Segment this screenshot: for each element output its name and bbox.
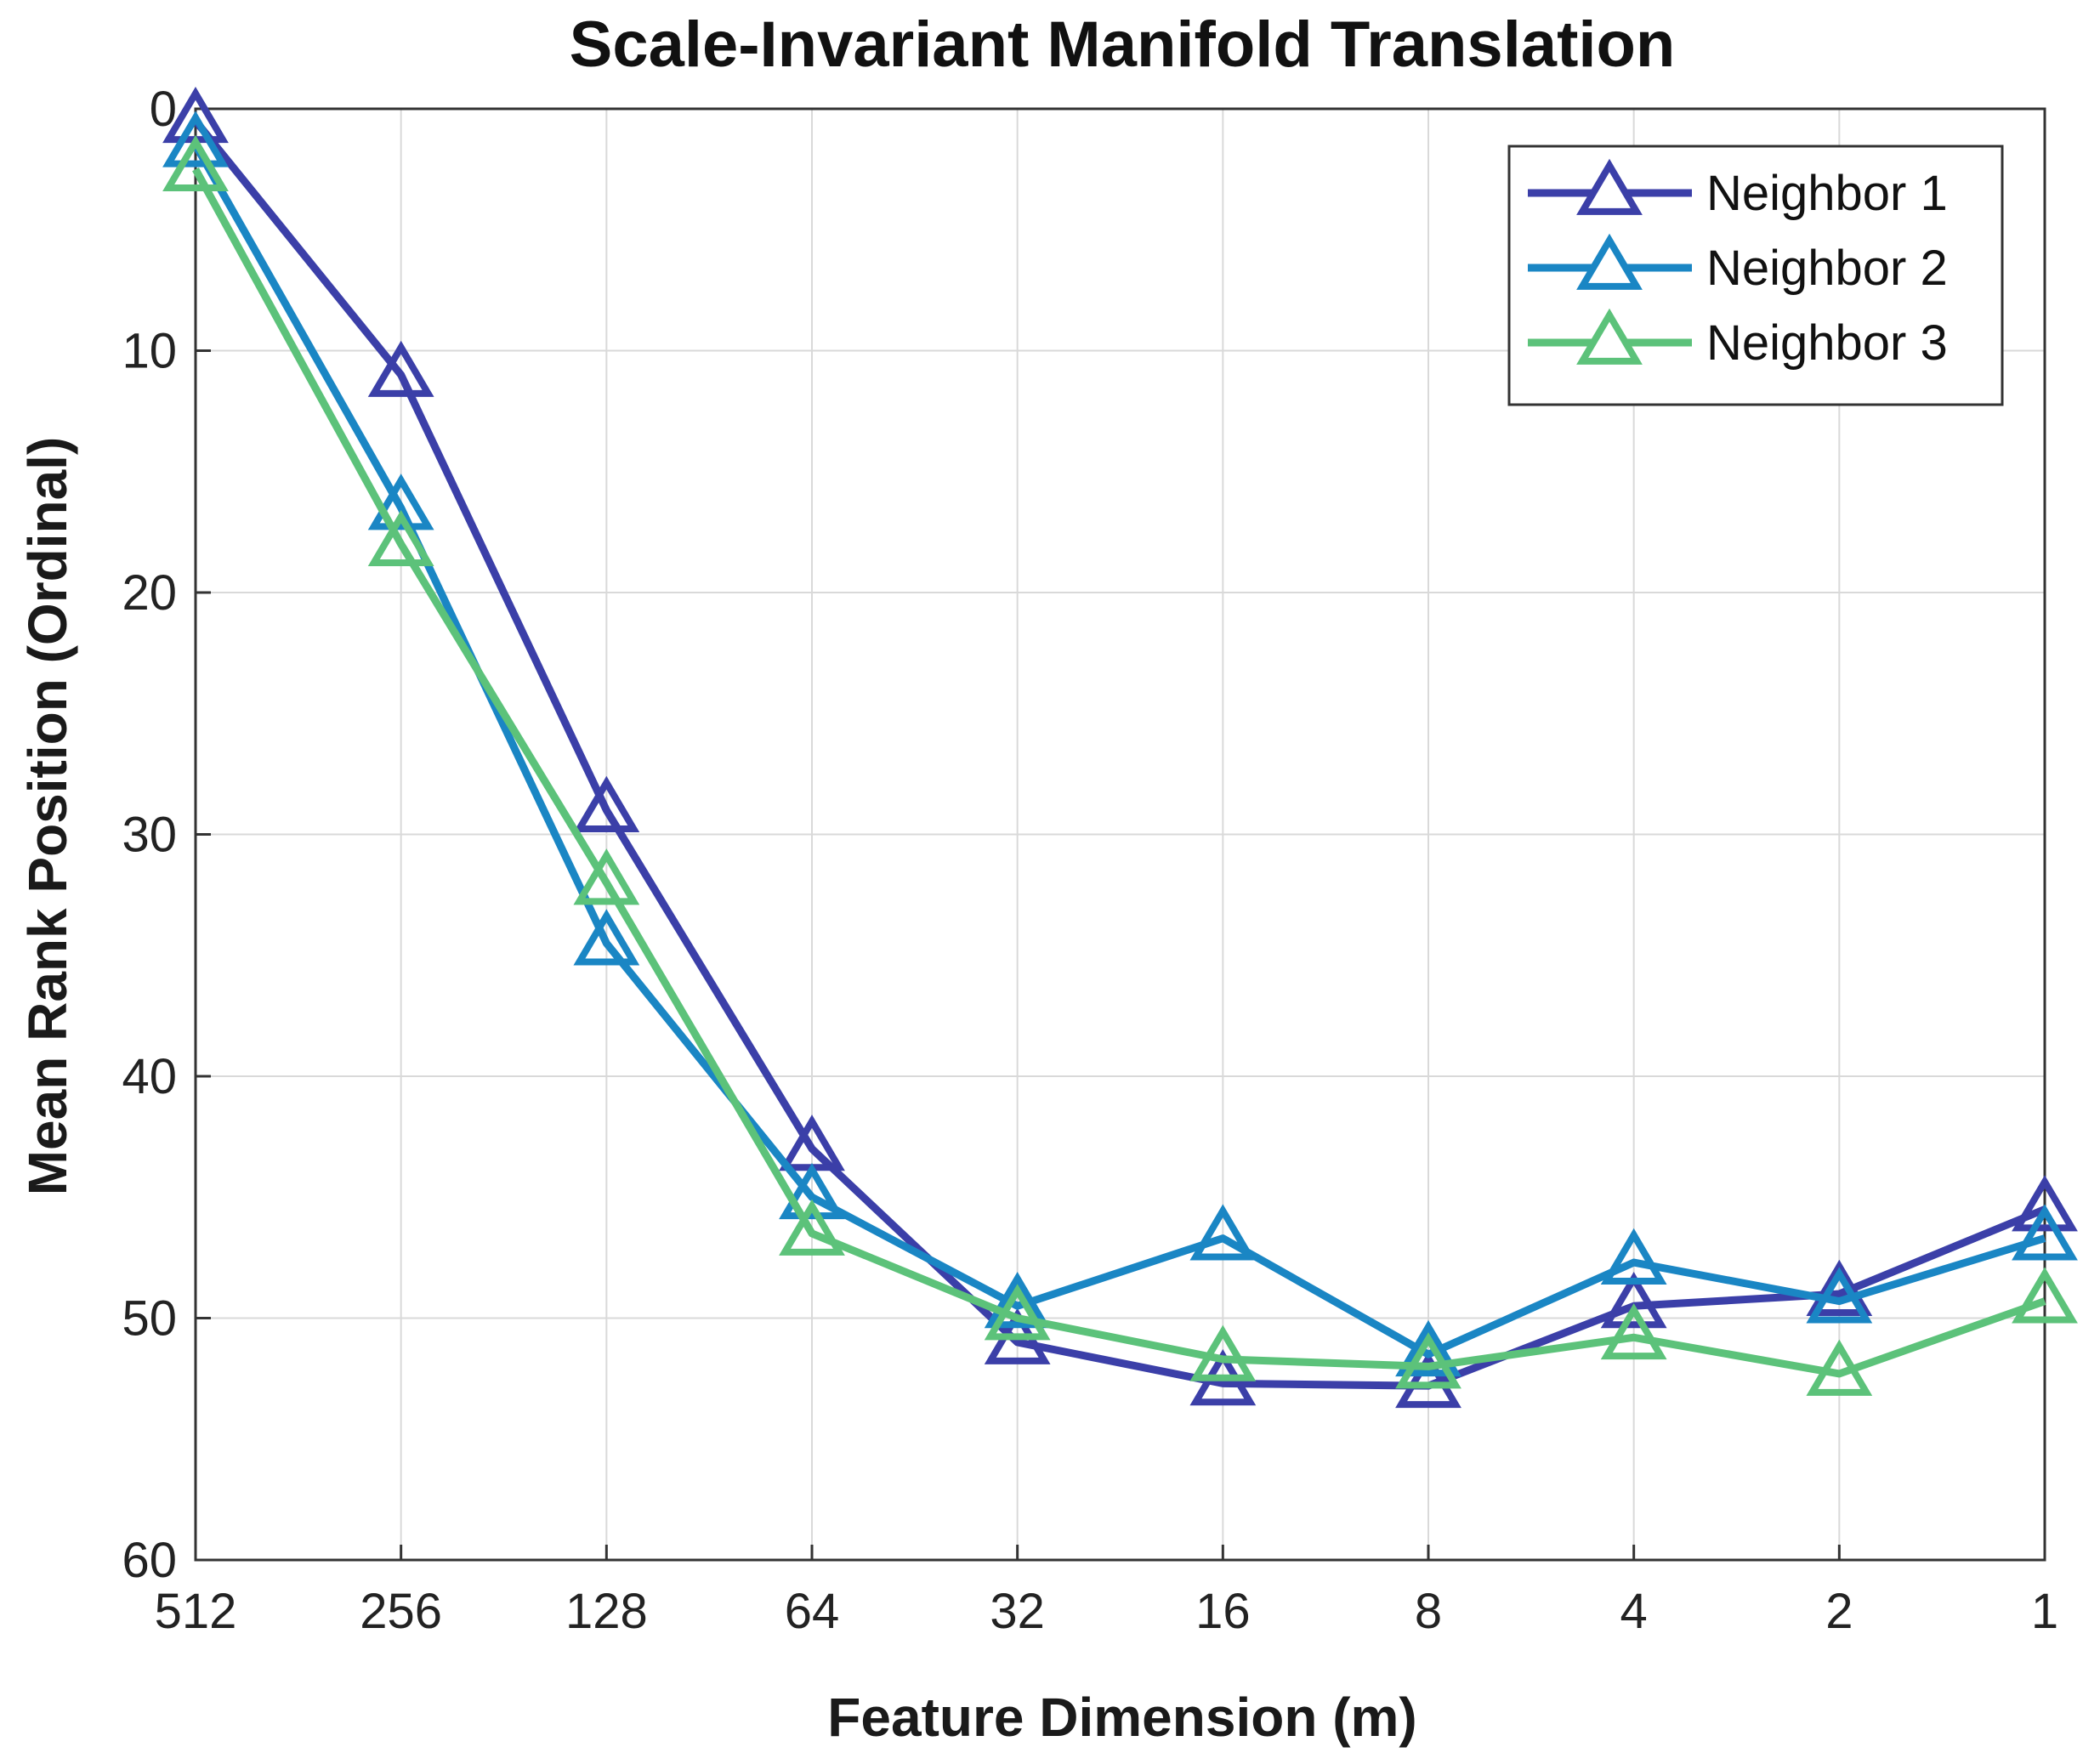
x-axis-label: Feature Dimension (m) — [827, 1687, 1416, 1748]
data-point-marker — [573, 775, 640, 832]
series-line — [192, 167, 2046, 1378]
y-axis-label: Mean Rank Position (Ordinal) — [17, 437, 78, 1196]
chart-title: Scale-Invariant Manifold Translation — [570, 9, 1676, 81]
data-point-marker — [984, 1284, 1051, 1341]
x-tick-label: 1 — [2031, 1584, 2058, 1639]
data-point-marker — [367, 340, 434, 397]
data-point-marker — [1395, 1319, 1461, 1377]
data-point-marker — [573, 909, 640, 966]
series-neighbor-3 — [162, 134, 2078, 1396]
series-neighbor-1 — [162, 86, 2078, 1409]
data-point-marker — [1189, 1204, 1257, 1261]
data-point-marker — [573, 848, 640, 905]
legend-item: Neighbor 1 — [1528, 158, 1948, 221]
series-line — [192, 143, 2046, 1358]
data-point-marker — [2012, 1175, 2078, 1232]
data-point-marker — [1395, 1332, 1461, 1389]
x-tick-label: 8 — [1415, 1584, 1442, 1639]
series-line — [192, 118, 2046, 1390]
data-point-marker — [1806, 1339, 1873, 1396]
legend-marker-icon — [1576, 158, 1643, 215]
x-tick-label: 2 — [1825, 1584, 1853, 1639]
legend-label: Neighbor 2 — [1706, 241, 1948, 296]
x-tick-label: 128 — [565, 1584, 648, 1639]
x-tick-label: 64 — [785, 1584, 840, 1639]
data-point-marker — [2012, 1204, 2078, 1261]
data-point-marker — [367, 509, 434, 567]
legend-label: Neighbor 3 — [1706, 315, 1948, 371]
data-point-marker — [779, 1162, 845, 1220]
legend-marker-icon — [1576, 308, 1643, 365]
legend-marker-icon — [1576, 233, 1643, 290]
y-tick-label: 20 — [122, 565, 177, 621]
legend: Neighbor 1 Neighbor 2 Neighbor 3 — [1507, 145, 2004, 406]
data-point-marker — [984, 1272, 1051, 1329]
series-neighbor-2 — [162, 111, 2078, 1377]
data-point-marker — [1600, 1228, 1667, 1285]
x-tick-label: 256 — [360, 1584, 442, 1639]
y-tick-label: 30 — [122, 808, 177, 863]
series-group — [162, 86, 2078, 1409]
y-tick-label: 50 — [122, 1291, 177, 1347]
x-tick-label: 512 — [155, 1584, 237, 1639]
legend-item: Neighbor 3 — [1528, 308, 1948, 371]
data-point-marker — [1395, 1351, 1461, 1409]
data-point-marker — [162, 111, 229, 167]
data-point-marker — [1806, 1267, 1873, 1324]
data-point-marker — [1600, 1303, 1667, 1360]
data-point-marker — [2012, 1267, 2078, 1324]
y-tick-label: 40 — [122, 1049, 177, 1104]
data-point-marker — [1806, 1259, 1873, 1316]
x-tick-label: 32 — [990, 1584, 1045, 1639]
data-point-marker — [1600, 1272, 1667, 1329]
x-tick-label: 16 — [1195, 1584, 1251, 1639]
y-tick-label: 10 — [122, 324, 177, 379]
data-point-marker — [1189, 1324, 1257, 1381]
legend-item: Neighbor 2 — [1528, 233, 1948, 296]
legend-label: Neighbor 1 — [1706, 166, 1948, 221]
y-tick-label: 60 — [122, 1533, 177, 1588]
data-point-marker — [367, 474, 434, 530]
data-point-marker — [162, 134, 229, 192]
x-tick-label: 4 — [1620, 1584, 1648, 1639]
data-point-marker — [779, 1199, 845, 1256]
